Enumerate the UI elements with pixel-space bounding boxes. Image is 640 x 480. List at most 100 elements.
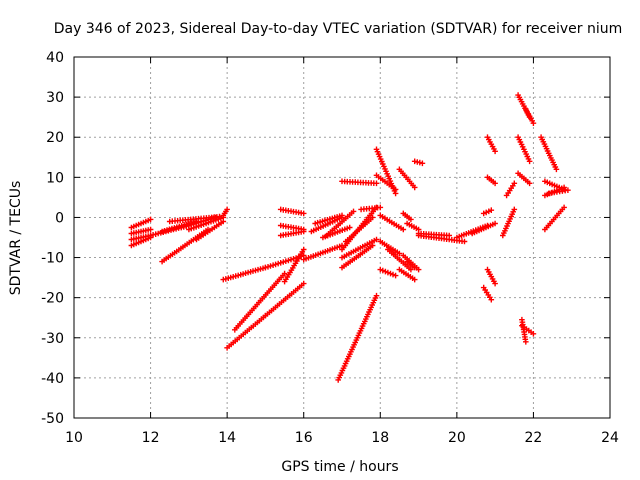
data-point-run — [377, 238, 403, 257]
satellite-track — [469, 220, 498, 237]
satellite-track — [545, 187, 571, 197]
x-tick-label: 16 — [295, 430, 313, 446]
satellite-track — [523, 106, 537, 126]
y-tick-label: -40 — [41, 371, 64, 387]
satellite-track — [404, 220, 422, 233]
satellite-track — [224, 312, 269, 351]
satellite-track — [385, 246, 414, 273]
data-point-run — [312, 212, 345, 227]
satellite-track — [480, 284, 495, 303]
satellite-track — [396, 166, 418, 191]
data-point-run — [515, 170, 533, 187]
y-tick-label: 10 — [46, 170, 64, 186]
data-point-run — [339, 178, 380, 187]
data-point-run — [323, 208, 357, 239]
satellite-track — [128, 216, 154, 231]
data-point-run — [400, 210, 414, 223]
satellite-track — [484, 174, 498, 187]
data-point-run — [377, 212, 407, 233]
satellite-track — [339, 236, 380, 261]
data-point-run — [186, 214, 227, 233]
x-tick-label: 24 — [601, 430, 619, 446]
data-point-run — [469, 220, 498, 237]
data-point-run — [484, 134, 498, 155]
data-point-run — [411, 158, 426, 167]
data-point-run — [484, 174, 498, 187]
satellite-track — [415, 230, 452, 239]
data-point-run — [343, 214, 376, 245]
x-tick-label: 18 — [371, 430, 389, 446]
satellite-track — [484, 266, 498, 287]
chart-title: Day 346 of 2023, Sidereal Day-to-day VTE… — [54, 21, 623, 37]
data-point-run — [415, 230, 452, 239]
satellite-track — [281, 246, 307, 285]
data-point-run — [373, 172, 399, 193]
satellite-track — [515, 134, 533, 165]
satellite-track — [186, 214, 227, 233]
data-point-run — [281, 246, 307, 285]
x-axis-title: GPS time / hours — [281, 459, 398, 475]
data-point-run — [404, 258, 418, 271]
y-tick-label: -10 — [41, 251, 64, 267]
satellite-track — [128, 226, 154, 237]
satellite-track — [500, 206, 518, 239]
data-point-run — [277, 206, 307, 217]
satellite-track — [484, 134, 498, 155]
data-point-run — [542, 204, 567, 233]
data-point-run — [515, 134, 533, 165]
data-point-run — [128, 226, 154, 237]
x-tick-label: 22 — [525, 430, 543, 446]
data-point-run — [193, 218, 227, 243]
data-point-run — [232, 270, 288, 333]
satellite-track — [193, 218, 227, 243]
data-series — [128, 92, 571, 383]
data-point-run — [128, 216, 154, 231]
satellite-track — [220, 264, 269, 283]
satellite-track — [542, 204, 567, 233]
data-point-run — [480, 284, 495, 303]
data-point-run — [500, 206, 518, 239]
y-tick-label: 40 — [46, 50, 64, 66]
data-point-run — [454, 222, 491, 241]
data-point-run — [220, 264, 269, 283]
data-point-run — [396, 166, 418, 191]
satellite-track — [411, 158, 426, 167]
x-tick-label: 20 — [448, 430, 466, 446]
satellite-track — [358, 204, 384, 213]
plot-frame — [73, 56, 611, 419]
satellite-track — [454, 222, 491, 241]
data-point-run — [503, 180, 518, 199]
satellite-track — [277, 228, 307, 239]
data-point-run — [538, 134, 560, 173]
data-point-run — [224, 312, 269, 351]
x-tick-label: 10 — [65, 430, 83, 446]
satellite-track — [400, 210, 414, 223]
data-point-run — [377, 266, 399, 279]
satellite-track — [515, 170, 533, 187]
data-point-run — [385, 246, 414, 273]
data-point-run — [300, 242, 345, 263]
y-tick-label: 0 — [55, 210, 64, 226]
data-point-run — [277, 228, 307, 239]
data-point-run — [358, 204, 384, 213]
satellite-track — [277, 222, 307, 233]
data-point-run — [404, 220, 422, 233]
satellite-track — [339, 178, 380, 187]
y-tick-label: -50 — [41, 411, 64, 427]
data-point-run — [277, 222, 307, 233]
data-point-run — [339, 236, 380, 261]
satellite-track — [396, 266, 418, 283]
satellite-track — [519, 316, 529, 345]
data-point-run — [484, 266, 498, 287]
y-axis-title: SDTVAR / TECUs — [8, 181, 24, 296]
data-point-run — [339, 242, 376, 271]
data-point-run — [480, 207, 495, 217]
y-tick-label: -20 — [41, 291, 64, 307]
satellite-track — [377, 212, 407, 233]
satellite-track — [377, 266, 399, 279]
satellite-track — [335, 292, 380, 383]
satellite-track — [503, 180, 518, 199]
x-tick-label: 12 — [142, 430, 160, 446]
satellite-track — [480, 207, 495, 217]
